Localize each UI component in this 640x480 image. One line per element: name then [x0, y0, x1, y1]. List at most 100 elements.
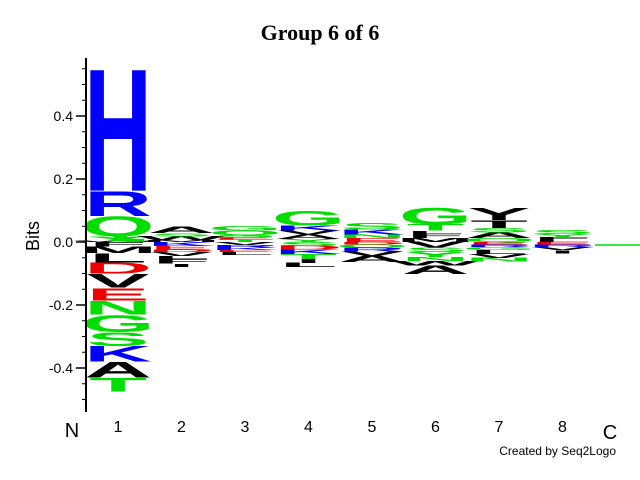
logo-letter-m: M	[142, 240, 220, 243]
logo-letter-d: D	[148, 249, 216, 253]
logo-letter-g: G	[272, 207, 345, 230]
logo-letter-s: S	[214, 234, 277, 238]
logo-letter-t: T	[89, 374, 146, 396]
logo-letter-f: F	[534, 236, 591, 241]
logo-letter-q: Q	[208, 230, 281, 237]
logo-letter-s: S	[404, 247, 467, 254]
y-tick-label: 0.4	[54, 108, 74, 124]
x-tick-label: 6	[431, 419, 440, 436]
logo-letter-d: D	[84, 260, 152, 277]
c-terminus-label: C	[603, 422, 617, 444]
logo-letter-e: E	[87, 285, 150, 304]
logo-letter-f: F	[407, 233, 464, 240]
logo-letter-i: I	[168, 263, 194, 268]
logo-letter-y: Y	[277, 238, 340, 243]
logo-letter-k: K	[275, 249, 343, 256]
y-tick-label: -0.2	[49, 297, 73, 313]
logo-letter-w: W	[391, 260, 480, 267]
logo-letter-l: L	[407, 230, 464, 235]
logo-letter-q: Q	[81, 211, 154, 243]
x-tick-label: 7	[495, 419, 504, 436]
logo-letter-s: S	[531, 229, 594, 235]
logo-letter-t: T	[280, 253, 337, 261]
x-tick-label: 2	[177, 419, 186, 436]
logo-letter-t: T	[216, 239, 273, 243]
logo-letter-e: E	[150, 245, 213, 251]
logo-letter-k: K	[211, 247, 279, 251]
logo-letter-m: M	[79, 245, 157, 255]
chart-title: Group 6 of 6	[260, 20, 380, 45]
logo-letter-v: V	[341, 250, 404, 257]
logo-letter-l: L	[534, 240, 591, 243]
logo-letter-d: D	[275, 245, 343, 251]
logo-letter-l: L	[280, 262, 337, 269]
logo-letter-v: V	[468, 253, 531, 259]
logo-letter-a: A	[402, 263, 470, 277]
y-tick-label: 0.0	[54, 234, 74, 250]
logo-letter-n: N	[465, 257, 533, 263]
logo-letter-v: V	[87, 270, 150, 292]
n-terminus-label: N	[65, 420, 79, 442]
logo-letter-l: L	[470, 249, 527, 255]
logo-letter-e: E	[214, 250, 277, 253]
logo-letter-f: F	[89, 241, 146, 248]
logo-letter-h: H	[84, 32, 152, 228]
x-tick-label: 4	[304, 419, 313, 436]
logo-letter-i: I	[549, 249, 575, 254]
logo-letter-y: Y	[404, 251, 467, 259]
logo-letter-s: S	[150, 232, 213, 237]
logo-letter-g: G	[399, 203, 472, 230]
logo-letter-q: Q	[335, 244, 408, 249]
logo-letter-k: K	[338, 228, 406, 236]
logo-letter-l: L	[216, 251, 273, 256]
logo-letter-g: G	[462, 246, 535, 251]
logo-letter-e: E	[214, 237, 277, 240]
x-tick-label: 1	[114, 419, 123, 436]
logo-letter-y: Y	[531, 233, 594, 238]
logo-letter-k: K	[84, 342, 152, 366]
logo-letter-r: R	[338, 247, 406, 253]
logo-letter-a: A	[148, 225, 216, 235]
logo-letter-r: R	[211, 245, 279, 249]
logo-letter-k: K	[148, 241, 216, 247]
logo-letter-v: V	[404, 241, 467, 250]
y-axis-label: Bits	[23, 221, 43, 251]
logo-letter-q: Q	[462, 237, 535, 243]
logo-letter-s: S	[341, 222, 404, 232]
logo-letter-n: N	[338, 234, 406, 240]
logo-letter-l: L	[153, 255, 210, 260]
logo-letter-s: S	[87, 329, 150, 351]
logo-letter-s: S	[277, 241, 340, 247]
logo-letter-y: Y	[87, 235, 150, 242]
logo-letter-t: T	[470, 218, 528, 230]
credit-label: Created by Seq2Logo	[499, 444, 616, 458]
x-tick-label: 3	[241, 419, 250, 436]
logo-letter-e: E	[531, 241, 594, 245]
logo-letter-r: R	[465, 244, 533, 248]
logo-letter-n: N	[402, 256, 470, 262]
logo-letter-a: A	[275, 233, 343, 240]
logo-letter-a: A	[338, 254, 406, 264]
logo-letter-g: G	[208, 225, 281, 232]
logo-letter-v: V	[531, 246, 594, 251]
logo-letter-n: N	[84, 297, 152, 319]
logo-letter-e: E	[341, 237, 404, 243]
logo-letter-g: G	[81, 310, 154, 337]
logo-letter-v: V	[277, 230, 340, 236]
x-tick-label: 5	[368, 419, 377, 436]
logo-letter-a: A	[465, 231, 533, 240]
logo-letter-r: R	[529, 244, 597, 248]
logo-letter-k: K	[275, 224, 343, 232]
logo-letter-d: D	[338, 241, 406, 245]
logo-letter-s: S	[468, 227, 531, 234]
logo-letter-e: E	[468, 241, 531, 245]
logo-letter-v: V	[150, 251, 213, 257]
y-tick-label: -0.4	[49, 360, 73, 376]
logo-letter-y: Y	[468, 204, 531, 223]
logo-letter-w: W	[74, 241, 163, 242]
logo-letter-r: R	[84, 185, 152, 224]
x-tick-label: 8	[558, 419, 567, 436]
logo-letter-f: F	[153, 258, 210, 265]
logo-letter-v: V	[214, 241, 277, 246]
